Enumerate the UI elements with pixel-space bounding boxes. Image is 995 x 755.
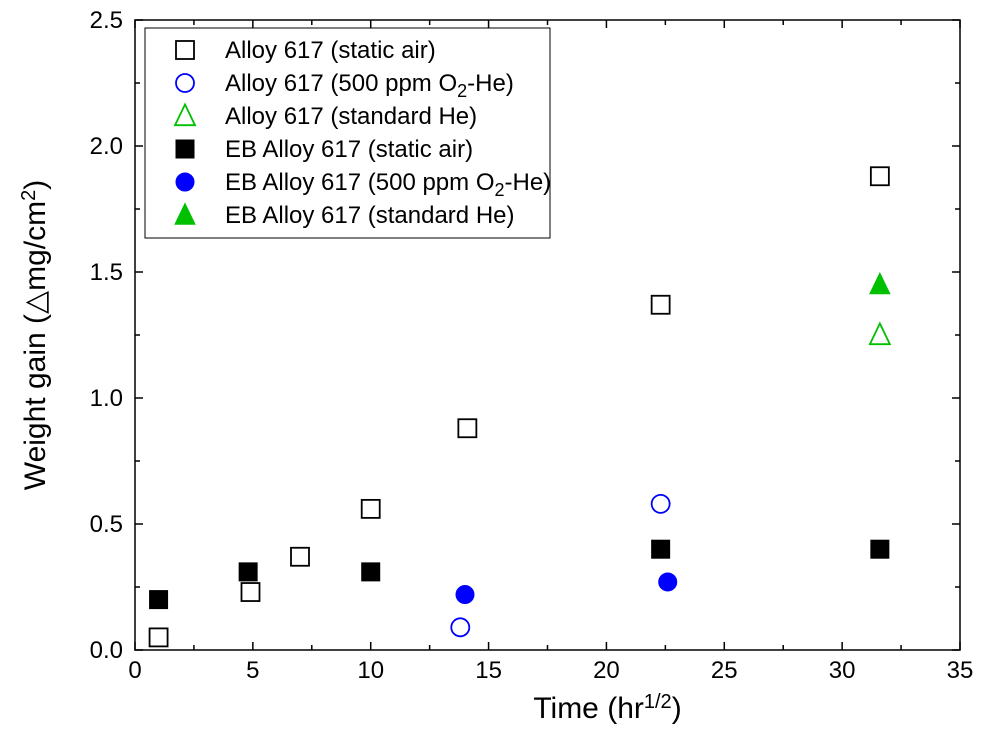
legend-label: Alloy 617 (standard He) — [225, 103, 477, 130]
y-tick-label: 0.0 — [90, 637, 123, 664]
plot-points — [150, 167, 890, 646]
series-s1 — [150, 167, 889, 646]
x-tick-label: 25 — [711, 657, 738, 684]
x-tick-label: 0 — [128, 657, 141, 684]
x-tick-label: 20 — [593, 657, 620, 684]
series-s3 — [870, 324, 890, 345]
svg-text:Weight gain (△mg/cm2): Weight gain (△mg/cm2) — [18, 180, 52, 490]
y-tick-label: 1.0 — [90, 385, 123, 412]
legend-label: Alloy 617 (500 ppm O2-He) — [225, 70, 514, 101]
x-tick-label: 10 — [357, 657, 384, 684]
legend-label: EB Alloy 617 (standard He) — [225, 202, 515, 229]
scatter-chart: 0 5 10 15 20 25 30 35 0.0 0.5 1.0 1.5 2.0 2.5 Time (hr… — [0, 0, 995, 755]
y-axis-title: Weight gain (△mg/cm2) — [18, 180, 52, 490]
series-s6 — [870, 273, 890, 294]
series-s2 — [451, 495, 669, 636]
legend-label: Alloy 617 (static air) — [225, 37, 436, 64]
x-tick-label: 35 — [947, 657, 974, 684]
x-tick-label: 5 — [246, 657, 259, 684]
y-tick-label: 2.0 — [90, 133, 123, 160]
series-s5 — [456, 573, 677, 604]
y-tick-label: 1.5 — [90, 259, 123, 286]
series-s4 — [150, 540, 889, 608]
x-axis-title: Time (hr1/2) — [533, 691, 681, 725]
legend-label: EB Alloy 617 (static air) — [225, 136, 473, 163]
chart-container: 0 5 10 15 20 25 30 35 0.0 0.5 1.0 1.5 2.0 2.5 Time (hr… — [0, 0, 995, 755]
legend: Alloy 617 (static air) Alloy 617 (500 ppm… — [175, 37, 551, 229]
legend-label: EB Alloy 617 (500 ppm O2-He) — [225, 169, 551, 200]
y-tick-label: 2.5 — [90, 7, 123, 34]
x-tick-label: 30 — [829, 657, 856, 684]
x-tick-label: 15 — [475, 657, 502, 684]
y-tick-label: 0.5 — [90, 511, 123, 538]
